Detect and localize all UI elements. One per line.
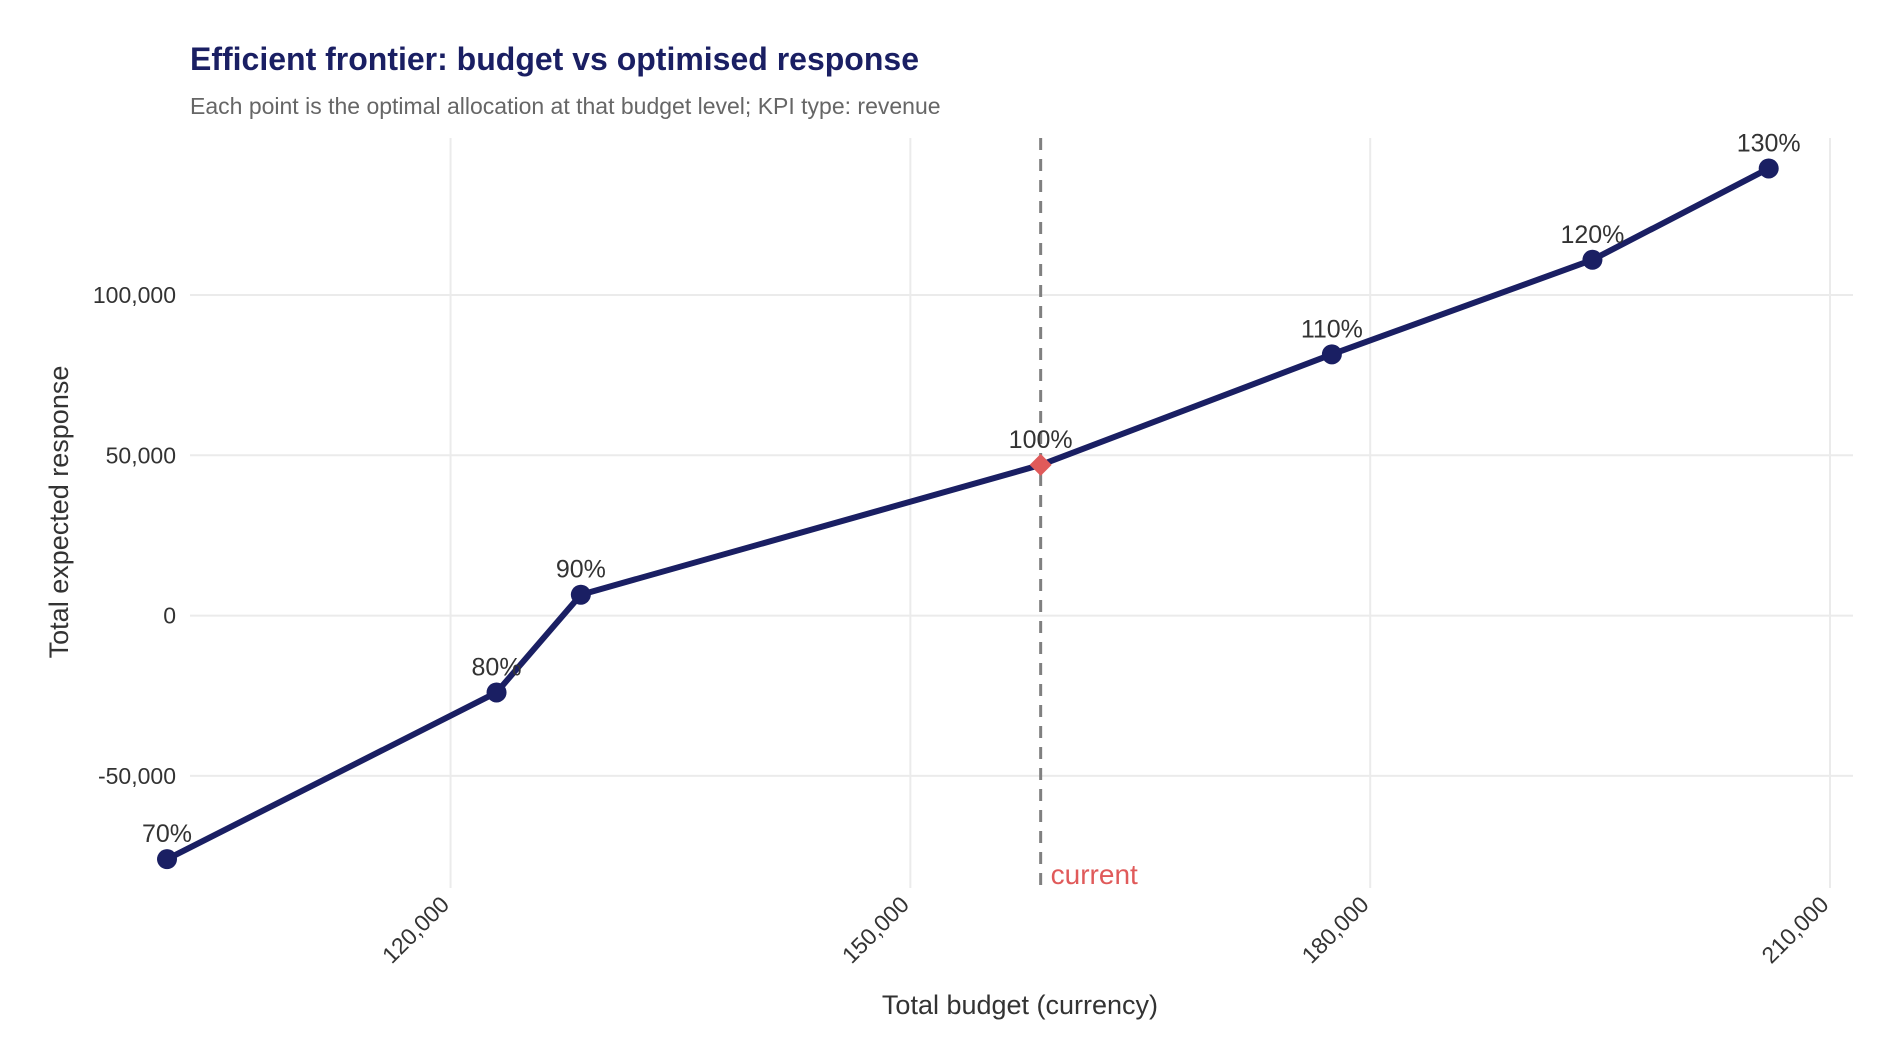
data-point (1758, 158, 1779, 179)
y-tick-label: 50,000 (106, 442, 176, 468)
x-axis-title: Total budget (currency) (882, 990, 1158, 1020)
chart-title: Efficient frontier: budget vs optimised … (190, 41, 919, 77)
data-point (157, 849, 178, 870)
y-axis-title: Total expected response (44, 366, 74, 659)
y-tick-label: -50,000 (98, 763, 176, 789)
x-tick-label: 150,000 (837, 891, 914, 968)
current-label: current (1051, 859, 1138, 890)
point-label: 70% (142, 820, 192, 848)
point-label: 130% (1737, 129, 1801, 157)
x-axis-ticks: 120,000 150,000 180,000 210,000 (377, 891, 1834, 968)
data-point (1321, 344, 1342, 365)
reference-line-group: current (1039, 138, 1138, 890)
point-label: 110% (1301, 315, 1363, 343)
data-points (157, 158, 1779, 870)
x-tick-label: 210,000 (1756, 891, 1833, 968)
y-tick-label: 0 (163, 603, 176, 629)
point-label: 80% (472, 653, 522, 681)
point-label: 90% (556, 556, 606, 584)
x-tick-label: 120,000 (377, 891, 454, 968)
data-point (486, 682, 507, 703)
point-labels: 70% 80% 90% 100% 110% 120% 130% (142, 129, 1801, 848)
data-point (1582, 249, 1603, 270)
y-axis-ticks: -50,000 0 50,000 100,000 (93, 282, 176, 789)
point-label: 120% (1560, 221, 1624, 249)
grid-lines (190, 138, 1853, 888)
y-tick-label: 100,000 (93, 282, 176, 308)
data-point (570, 584, 591, 605)
point-label: 100% (1009, 426, 1073, 454)
chart-subtitle: Each point is the optimal allocation at … (190, 93, 941, 119)
current-point-marker (1029, 453, 1052, 476)
x-tick-label: 180,000 (1297, 891, 1374, 968)
frontier-line (164, 165, 1772, 863)
